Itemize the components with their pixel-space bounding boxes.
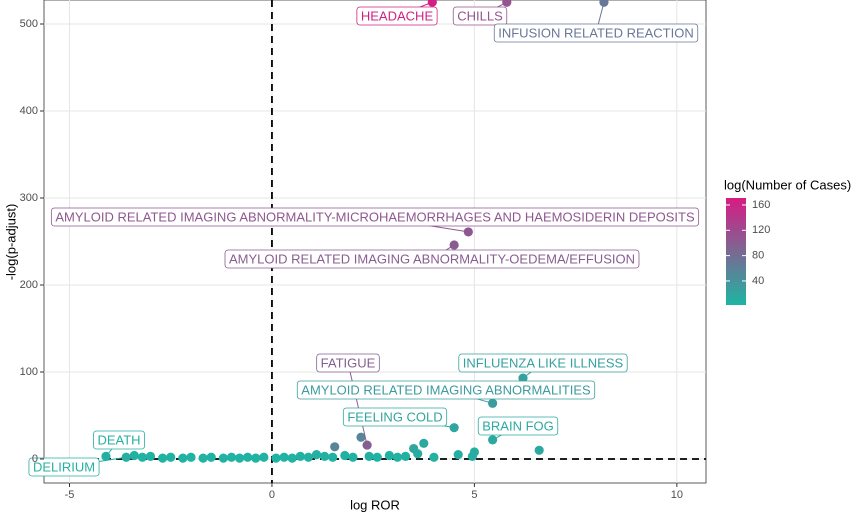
point-label: DEATH [97,432,140,447]
label-leader [347,362,368,446]
x-tick-label: -5 [65,489,75,501]
point [271,453,281,463]
point [186,452,196,462]
point [419,438,429,448]
y-tick-label: 200 [20,279,38,291]
point [295,451,305,461]
points [101,0,609,463]
point [145,451,156,461]
point [469,447,480,457]
point [319,451,330,461]
y-tick-label: 0 [32,453,38,465]
point-label: BRAIN FOG [482,418,554,433]
label-box [224,249,640,269]
y-axis-label: -log(p-adjust) [3,204,18,281]
point [129,450,139,461]
point [234,453,245,463]
point [502,0,512,7]
point-label: AMYLOID RELATED IMAGING ABNORMALITIES [301,382,591,397]
point-label: AMYLOID RELATED IMAGING ABNORMALITY-MICR… [55,209,695,224]
point [178,453,188,463]
legend-title: log(Number of Cases) [724,177,851,192]
point-label: CHILLS [457,8,503,23]
label-box [458,353,628,373]
point-labels: HEADACHE CHILLS INFUSION RELATED REACTION A… [28,1,700,477]
point-label: FATIGUE [321,355,376,370]
point-label: FEELING COLD [347,409,442,424]
label-box [28,457,100,477]
point [158,453,168,463]
x-tick-label: 10 [671,489,683,501]
point-label: AMYLOID RELATED IMAGING ABNORMALITY-OEDE… [229,251,635,266]
point [328,452,338,462]
point [251,453,261,463]
point [330,442,340,452]
point [400,451,411,461]
point [413,449,423,459]
point [206,452,216,462]
point [340,450,350,461]
point [279,452,289,462]
point [226,452,237,462]
label-box [452,6,508,26]
legend-tick-label: 160 [752,199,770,211]
y-tick-label: 500 [20,18,38,30]
y-tick-label: 400 [20,105,38,117]
point [166,452,176,462]
point [198,453,208,463]
point [453,450,463,460]
y-tick-label: 100 [20,366,38,378]
point [259,452,269,462]
label-box [50,207,700,227]
legend-tick-label: 40 [752,275,764,287]
plot-panel [43,0,707,484]
label-box [342,407,448,427]
x-axis-label: log ROR [350,497,400,512]
x-tick-label: 5 [471,489,477,501]
x-tick-label: 0 [269,489,275,501]
legend-tick-label: 80 [752,250,764,262]
point-label: DELIRIUM [33,459,95,474]
color-bar [726,198,746,305]
point-label: HEADACHE [361,8,434,23]
label-box [296,380,596,400]
point [303,452,313,462]
point [311,450,322,460]
point [372,452,382,462]
label-box [356,6,438,26]
point-label: INFUSION RELATED REACTION [498,25,694,40]
point [364,451,374,461]
point [137,452,147,462]
point [429,452,439,462]
legend: 40 80 120 160 [726,199,770,287]
point [218,453,228,463]
point [348,452,358,462]
point [287,453,297,463]
point [427,0,437,7]
label-box [493,23,699,43]
point [243,452,253,462]
label-box [316,353,380,373]
legend-tick-label: 120 [752,224,770,236]
point-label: INFLUENZA LIKE ILLNESS [463,355,624,370]
label-box [477,416,559,436]
point [534,445,544,455]
y-tick-label: 300 [20,192,38,204]
label-box [93,430,145,450]
point [356,432,366,442]
point [392,452,403,462]
point [384,450,394,461]
